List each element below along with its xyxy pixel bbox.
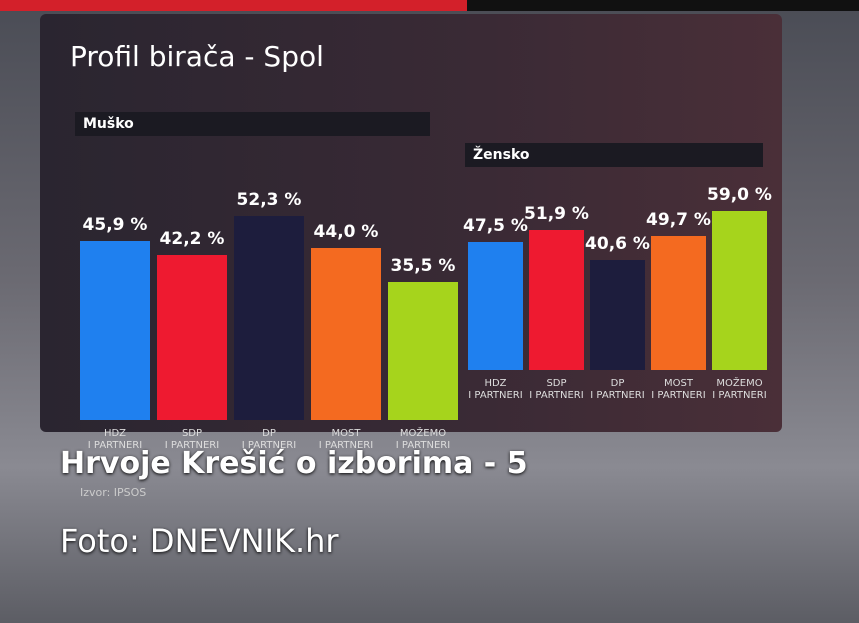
category-label: HDZ I PARTNERI bbox=[87, 428, 143, 451]
bar bbox=[388, 281, 458, 420]
category-label: MOST I PARTNERI bbox=[651, 378, 706, 401]
value-label: 59,0 % bbox=[707, 184, 772, 205]
value-label: 35,5 % bbox=[390, 255, 456, 276]
category-label: DP I PARTNERI bbox=[590, 378, 645, 401]
category-label: MOŽEMO I PARTNERI bbox=[712, 378, 767, 401]
bar bbox=[468, 241, 523, 370]
category-label: SDP I PARTNERI bbox=[164, 428, 220, 451]
caption-credit: Foto: DNEVNIK.hr bbox=[60, 522, 339, 560]
bar bbox=[712, 210, 767, 370]
bar bbox=[651, 235, 706, 370]
category-label: MOST I PARTNERI bbox=[318, 428, 374, 451]
category-label: DP I PARTNERI bbox=[241, 428, 297, 451]
category-label: MOŽEMO I PARTNERI bbox=[395, 428, 451, 451]
value-label: 44,0 % bbox=[313, 222, 379, 243]
value-label: 45,9 % bbox=[82, 214, 148, 235]
source: Izvor: IPSOS bbox=[80, 486, 147, 499]
category-label: HDZ I PARTNERI bbox=[468, 378, 523, 401]
category-label: SDP I PARTNERI bbox=[529, 378, 584, 401]
screen-title: Profil birača - Spol bbox=[70, 40, 324, 73]
caption-headline: Hrvoje Krešić o izborima - 5 bbox=[60, 446, 528, 481]
value-label: 42,2 % bbox=[159, 229, 225, 250]
bar bbox=[157, 255, 227, 420]
top-bar-dark bbox=[467, 0, 859, 11]
value-label: 51,9 % bbox=[524, 203, 589, 224]
bar bbox=[80, 240, 150, 420]
value-label: 49,7 % bbox=[646, 209, 711, 230]
value-label: 52,3 % bbox=[236, 190, 302, 211]
bar bbox=[529, 229, 584, 370]
chart-subtitle: Žensko bbox=[465, 143, 763, 167]
chart-subtitle: Muško bbox=[75, 112, 430, 136]
value-label: 40,6 % bbox=[585, 234, 650, 255]
bar bbox=[311, 248, 381, 420]
bar bbox=[234, 216, 304, 420]
bar bbox=[590, 260, 645, 370]
top-bar bbox=[0, 0, 467, 11]
value-label: 47,5 % bbox=[463, 215, 528, 236]
